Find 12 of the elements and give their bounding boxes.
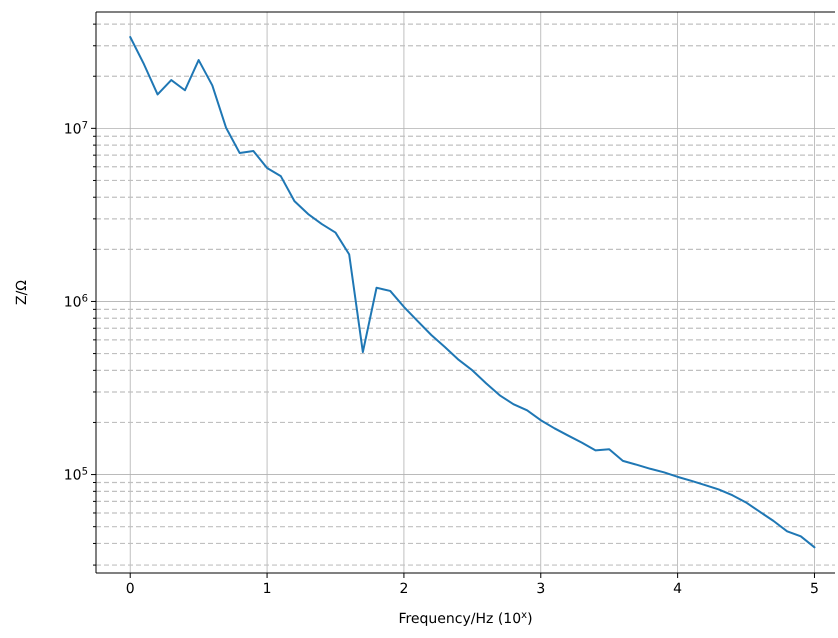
x-axis-title: Frequency/Hz (10$^{x}$) — [398, 610, 533, 627]
y-tick-label: 10$^{5}$ — [64, 466, 88, 484]
x-tick-label: 0 — [126, 581, 135, 597]
x-tick-label: 5 — [810, 581, 819, 597]
line-series — [129, 36, 816, 548]
x-tick-label: 4 — [673, 581, 682, 597]
x-tick-label: 1 — [262, 581, 272, 597]
y-tick-label: 10$^{7}$ — [64, 120, 88, 138]
y-axis-title: Z/Ω — [14, 280, 30, 306]
y-tick-label: 10$^{6}$ — [64, 292, 88, 310]
x-tick-label: 2 — [399, 581, 408, 597]
x-tick-label: 3 — [536, 581, 546, 597]
